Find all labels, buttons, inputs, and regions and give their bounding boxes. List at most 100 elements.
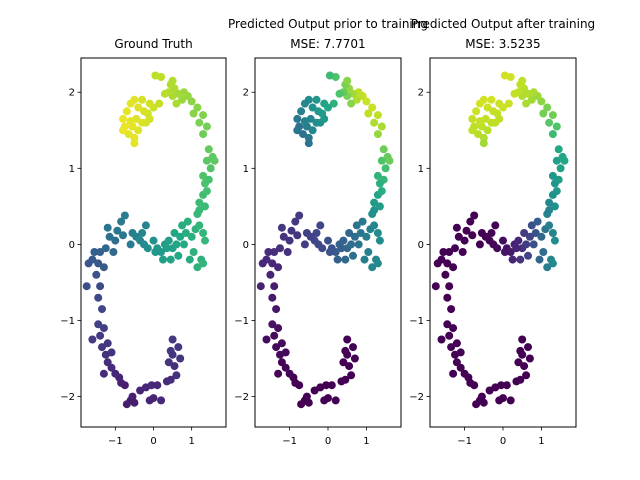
data-point [483, 103, 492, 112]
data-point [308, 126, 317, 135]
data-point [510, 89, 519, 98]
data-point [258, 259, 267, 268]
data-point [552, 187, 561, 196]
data-point [168, 76, 177, 85]
data-point [373, 171, 382, 180]
data-point [189, 109, 198, 118]
data-point [524, 251, 532, 260]
data-point [460, 236, 469, 245]
data-point [443, 293, 452, 302]
data-point [358, 217, 367, 226]
y-tick-label: 0 [69, 240, 75, 251]
data-point [287, 226, 296, 235]
data-point [466, 217, 475, 226]
data-point [543, 263, 552, 272]
data-point [270, 248, 279, 256]
data-point [166, 255, 175, 264]
data-point [281, 348, 290, 357]
data-point [99, 369, 108, 378]
data-point [539, 248, 548, 256]
data-point [199, 130, 208, 139]
data-point [324, 236, 332, 245]
data-point [370, 221, 379, 230]
data-point [495, 114, 504, 123]
data-point [274, 324, 283, 333]
subplot-title: Predicted Output prior to training MSE: 7… [228, 17, 428, 51]
data-point [460, 369, 469, 378]
data-point [329, 99, 338, 108]
data-point [157, 396, 166, 405]
scatter-points [82, 71, 219, 409]
axis-ticks: −1 0 1 −2 −1 0 1 2 [409, 88, 544, 447]
data-point [516, 346, 525, 355]
data-point [370, 198, 379, 207]
data-point [147, 381, 156, 390]
data-point [274, 369, 283, 378]
data-point [92, 270, 101, 279]
data-point [103, 223, 112, 232]
data-point [293, 231, 302, 240]
data-point [170, 229, 179, 237]
data-point [88, 335, 97, 344]
data-point [343, 76, 352, 85]
data-point [199, 229, 208, 237]
data-point [304, 398, 313, 407]
y-tick-label: −2 [60, 392, 75, 403]
data-point [493, 244, 502, 253]
data-point [479, 398, 488, 407]
data-point [360, 255, 369, 264]
panel-ground-truth: −1 0 1 −2 −1 0 1 2 Ground Truth [60, 37, 227, 447]
data-point [362, 232, 371, 241]
data-point [122, 107, 131, 116]
data-point [491, 221, 500, 230]
data-point [297, 400, 306, 409]
data-point [143, 244, 152, 253]
data-point [475, 240, 484, 249]
data-point [349, 343, 357, 352]
data-point [454, 232, 463, 241]
data-point [350, 354, 359, 363]
data-point [449, 369, 458, 378]
data-point [537, 232, 546, 241]
data-point [185, 255, 194, 264]
data-point [134, 126, 143, 135]
data-point [277, 358, 286, 367]
data-point [550, 236, 559, 245]
data-point [472, 400, 481, 409]
data-point [343, 335, 352, 344]
data-point [98, 305, 106, 314]
data-point [543, 103, 552, 112]
data-point [277, 223, 286, 232]
data-point [302, 392, 311, 401]
data-point [124, 130, 133, 139]
y-tick-label: 0 [243, 240, 249, 251]
data-point [548, 130, 557, 139]
data-point [164, 358, 173, 367]
data-point [318, 244, 327, 253]
data-point [193, 210, 202, 218]
data-point [268, 320, 277, 329]
x-tick-label: 1 [538, 436, 544, 447]
data-point [202, 122, 211, 131]
data-point [264, 248, 273, 256]
data-point [354, 240, 363, 249]
data-point [487, 95, 496, 104]
data-point [368, 103, 377, 112]
data-point [375, 179, 384, 188]
data-point [268, 293, 277, 302]
data-point [548, 229, 557, 237]
y-tick-label: 2 [243, 88, 249, 99]
data-point [449, 324, 458, 333]
data-point [172, 99, 181, 108]
data-point [119, 114, 127, 123]
data-point [277, 339, 286, 348]
data-point [300, 117, 309, 126]
data-point [166, 346, 175, 355]
data-point [377, 156, 386, 165]
data-point [516, 255, 525, 264]
data-point [543, 210, 552, 218]
data-point [195, 118, 204, 127]
data-point [550, 179, 559, 188]
data-point [138, 229, 147, 237]
